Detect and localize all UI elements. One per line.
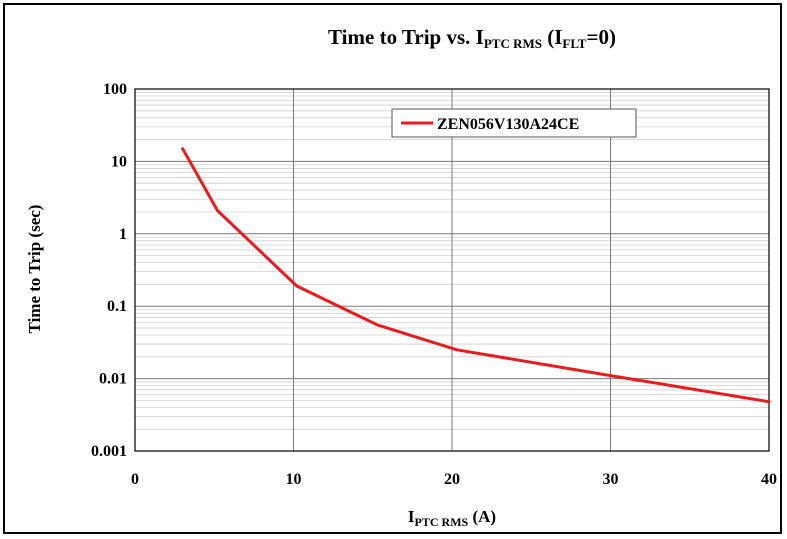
x-tick-label: 10	[286, 471, 302, 488]
chart-frame	[3, 3, 782, 534]
x-axis-label: IPTC RMS (A)	[408, 507, 496, 529]
y-tick-label: 1	[119, 226, 127, 243]
y-tick-label: 10	[111, 153, 127, 170]
series-line	[181, 147, 771, 404]
x-tick-label: 20	[444, 471, 460, 488]
series-layer	[181, 147, 771, 404]
y-axis-label: Time to Trip (sec)	[25, 205, 44, 334]
y-tick-label: 0.01	[99, 371, 127, 388]
x-tick-label: 30	[603, 471, 619, 488]
x-tick-label: 0	[131, 471, 139, 488]
legend-label: ZEN056V130A24CE	[437, 116, 579, 133]
chart-title: Time to Trip vs. IPTC RMS (IFLT=0)	[328, 25, 616, 51]
x-tick-label: 40	[761, 471, 777, 488]
y-tick-label: 0.1	[107, 298, 127, 315]
grid	[134, 88, 770, 452]
legend: ZEN056V130A24CE	[391, 108, 637, 138]
y-tick-label: 100	[103, 81, 127, 98]
y-tick-label: 0.001	[91, 443, 127, 460]
plot-area	[134, 88, 770, 452]
